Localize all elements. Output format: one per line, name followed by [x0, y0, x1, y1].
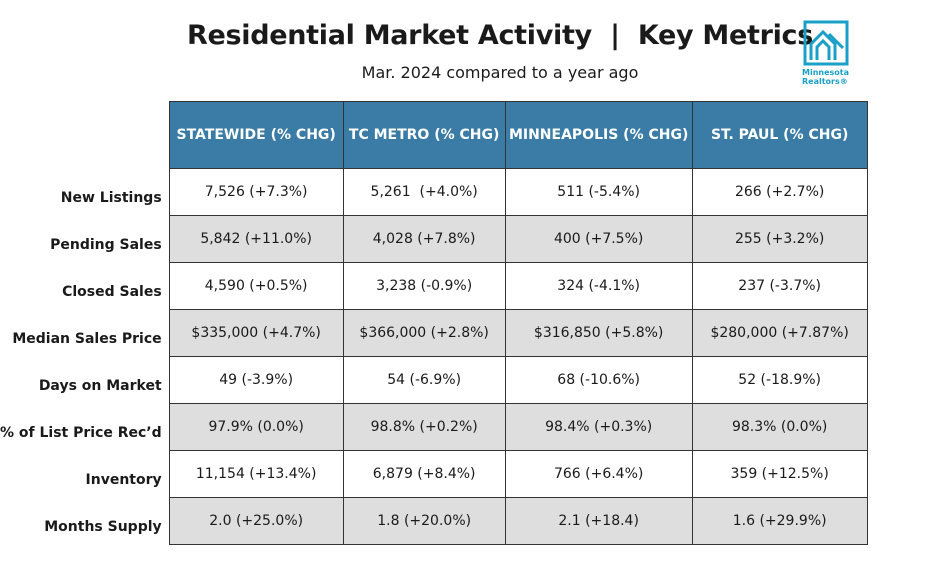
- table-cell: 68 (-10.6%): [504, 356, 693, 404]
- column-header-tc-metro: TC METRO (% CHG): [342, 101, 506, 169]
- table-cell: $335,000 (+4.7%): [168, 309, 344, 357]
- table-cell: 2.0 (+25.0%): [168, 497, 344, 545]
- table-cell: 2.1 (+18.4): [504, 497, 693, 545]
- table-cell: 97.9% (0.0%): [168, 403, 344, 451]
- table-cell: 6,879 (+8.4%): [342, 450, 506, 498]
- row-label: Pending Sales: [50, 236, 162, 253]
- table-cell: 5,842 (+11.0%): [168, 215, 344, 263]
- table-row: Inventory 11,154 (+13.4%) 6,879 (+8.4%) …: [0, 450, 868, 498]
- table-cell: 98.4% (+0.3%): [504, 403, 693, 451]
- table-row: Median Sales Price $335,000 (+4.7%) $366…: [0, 309, 868, 357]
- logo-line-1: Minnesota: [802, 68, 849, 77]
- row-label: % of List Price Rec’d: [0, 424, 162, 441]
- table-cell: 5,261 (+4.0%): [342, 168, 506, 216]
- row-label: Closed Sales: [62, 283, 162, 300]
- page-subtitle: Mar. 2024 compared to a year ago: [361, 63, 639, 82]
- row-label: Inventory: [85, 471, 162, 488]
- column-header-minneapolis: MINNEAPOLIS (% CHG): [504, 101, 693, 169]
- column-header-statewide: STATEWIDE (% CHG): [168, 101, 344, 169]
- table-row: Days on Market 49 (-3.9%) 54 (-6.9%) 68 …: [0, 356, 868, 404]
- house-logo-icon: [803, 20, 849, 66]
- logo-text: Minnesota Realtors®: [802, 68, 852, 86]
- table-row: New Listings 7,526 (+7.3%) 5,261 (+4.0%)…: [0, 168, 868, 216]
- table-cell: 98.8% (+0.2%): [342, 403, 506, 451]
- table-cell: 52 (-18.9%): [691, 356, 868, 404]
- table-row: % of List Price Rec’d 97.9% (0.0%) 98.8%…: [0, 403, 868, 451]
- table-cell: $316,850 (+5.8%): [504, 309, 693, 357]
- table-cell: 49 (-3.9%): [168, 356, 344, 404]
- table-cell: 3,238 (-0.9%): [342, 262, 506, 310]
- table-cell: 7,526 (+7.3%): [168, 168, 344, 216]
- table-cell: 4,590 (+0.5%): [168, 262, 344, 310]
- column-header-st-paul: ST. PAUL (% CHG): [691, 101, 868, 169]
- table-cell: 400 (+7.5%): [504, 215, 693, 263]
- table-corner: [0, 101, 170, 169]
- table-row: Pending Sales 5,842 (+11.0%) 4,028 (+7.8…: [0, 215, 868, 263]
- logo-line-2: Realtors®: [802, 77, 848, 86]
- table-cell: 324 (-4.1%): [504, 262, 693, 310]
- table-cell: 237 (-3.7%): [691, 262, 868, 310]
- table-cell: 1.8 (+20.0%): [342, 497, 506, 545]
- table-cell: 1.6 (+29.9%): [691, 497, 868, 545]
- table-cell: $366,000 (+2.8%): [342, 309, 506, 357]
- metrics-table: STATEWIDE (% CHG) TC METRO (% CHG) MINNE…: [0, 101, 868, 545]
- table-row: Months Supply 2.0 (+25.0%) 1.8 (+20.0%) …: [0, 497, 868, 545]
- table-cell: 255 (+3.2%): [691, 215, 868, 263]
- table-cell: 359 (+12.5%): [691, 450, 868, 498]
- table-cell: $280,000 (+7.87%): [691, 309, 868, 357]
- minnesota-realtors-logo: Minnesota Realtors®: [800, 20, 852, 86]
- table-row: Closed Sales 4,590 (+0.5%) 3,238 (-0.9%)…: [0, 262, 868, 310]
- table-header-row: STATEWIDE (% CHG) TC METRO (% CHG) MINNE…: [0, 101, 868, 169]
- page-title: Residential Market Activity | Key Metric…: [186, 20, 814, 51]
- table-cell: 11,154 (+13.4%): [168, 450, 344, 498]
- table-cell: 766 (+6.4%): [504, 450, 693, 498]
- row-label: Median Sales Price: [12, 330, 162, 347]
- table-cell: 511 (-5.4%): [504, 168, 693, 216]
- table-cell: 98.3% (0.0%): [691, 403, 868, 451]
- row-label: New Listings: [60, 189, 162, 206]
- row-label: Days on Market: [38, 377, 162, 394]
- table-cell: 266 (+2.7%): [691, 168, 868, 216]
- row-label: Months Supply: [44, 518, 162, 535]
- table-cell: 54 (-6.9%): [342, 356, 506, 404]
- table-cell: 4,028 (+7.8%): [342, 215, 506, 263]
